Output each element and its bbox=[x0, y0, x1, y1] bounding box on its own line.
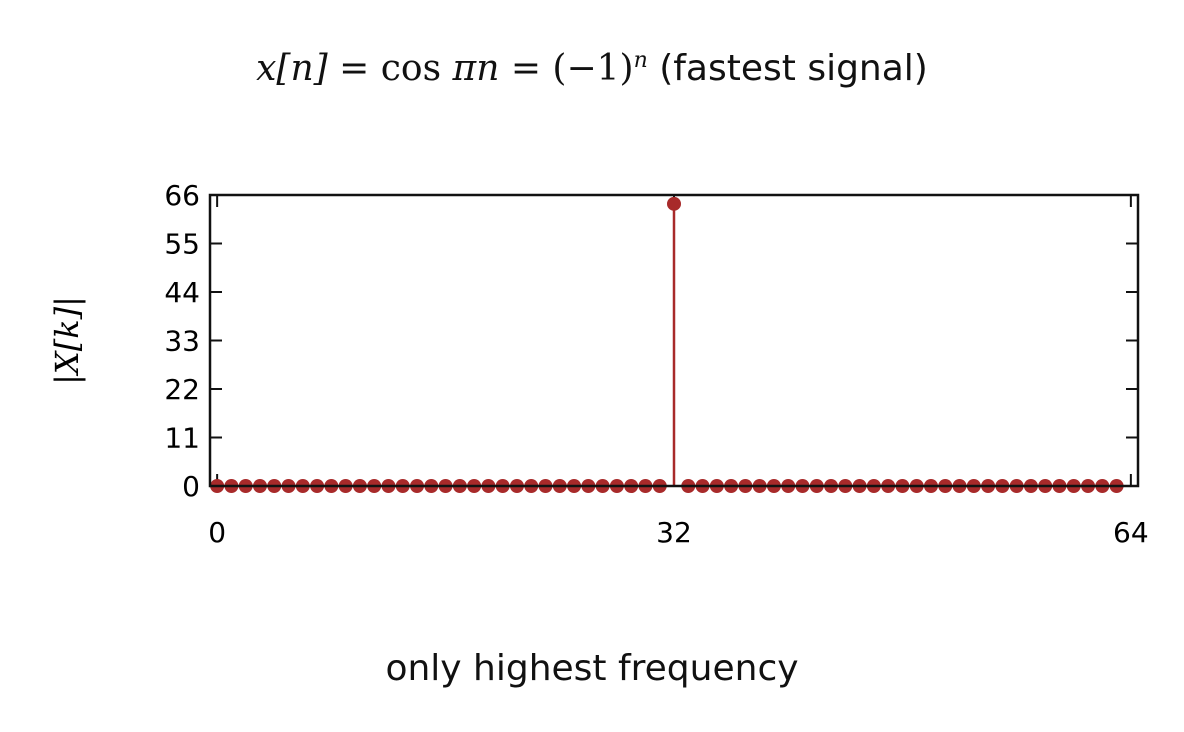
title-exponent: n bbox=[633, 48, 648, 73]
title-suffix: (fastest signal) bbox=[647, 48, 928, 89]
title-n: n bbox=[476, 48, 500, 89]
y-tick-label-22: 22 bbox=[164, 373, 200, 406]
plot-frame bbox=[208, 193, 1140, 488]
y-tick-label-66: 66 bbox=[164, 179, 200, 212]
y-tick-label-11: 11 bbox=[164, 422, 200, 455]
title-eq2: = (−1) bbox=[499, 48, 634, 89]
title-lhs: x[n] bbox=[256, 48, 328, 89]
x-tick-label-32: 32 bbox=[656, 516, 692, 549]
chart-title: x[n] = cos πn = (−1)n (fastest signal) bbox=[0, 48, 1184, 89]
y-tick-label-0: 0 bbox=[182, 470, 200, 503]
y-tick-label-33: 33 bbox=[164, 325, 200, 358]
y-tick-label-55: 55 bbox=[164, 228, 200, 261]
caption: only highest frequency bbox=[385, 648, 799, 689]
tick-labels: 0 11 22 33 44 55 66 0 32 64 bbox=[164, 179, 1148, 549]
title-pi: π bbox=[452, 48, 477, 89]
stem-marker-32 bbox=[667, 196, 681, 211]
x-tick-label-64: 64 bbox=[1113, 516, 1149, 549]
y-axis-label: |X[k]| bbox=[48, 296, 86, 385]
y-tick-label-44: 44 bbox=[164, 276, 200, 309]
stem-series bbox=[210, 196, 1124, 493]
x-tick-label-0: 0 bbox=[208, 516, 226, 549]
title-eq1: = cos bbox=[327, 48, 453, 89]
